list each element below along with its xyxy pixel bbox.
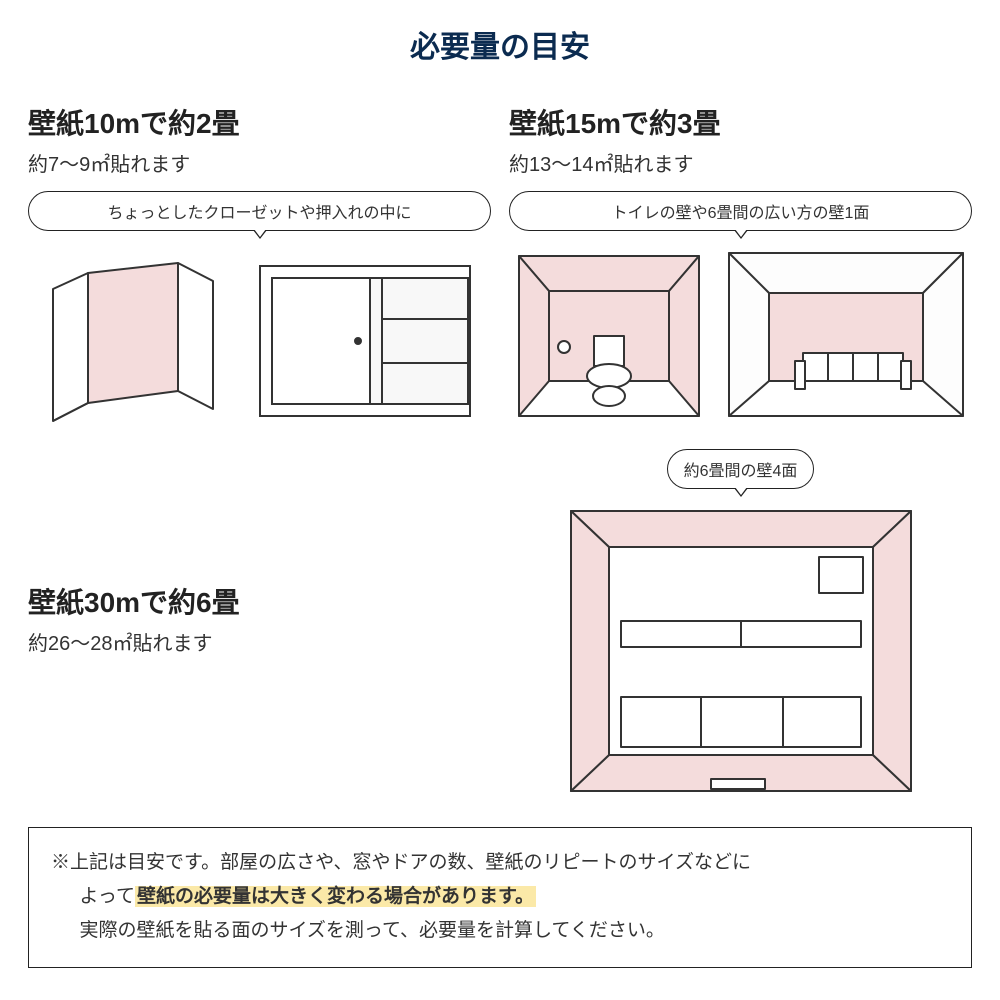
heading-10m: 壁紙10mで約2畳	[28, 102, 491, 142]
section-10m: 壁紙10mで約2畳 約7～9㎡貼れます ちょっとしたクローゼットや押入れの中に	[28, 102, 491, 431]
sliding-door-icon	[250, 241, 480, 431]
heading-30m: 壁紙30mで約6畳	[28, 581, 491, 621]
toilet-room-icon	[509, 241, 709, 431]
heading-15m: 壁紙15mで約3畳	[509, 102, 972, 142]
sub-30m: 約26～28㎡貼れます	[28, 627, 491, 656]
sub-10m: 約7～9㎡貼れます	[28, 148, 491, 177]
bubble-10m: ちょっとしたクローゼットや押入れの中に	[28, 191, 491, 231]
notice-line-3: 実際の壁紙を貼る面のサイズを測って、必要量を計算してください。	[51, 914, 949, 948]
notice-highlight: 壁紙の必要量は大きく変わる場合があります。	[135, 886, 536, 907]
wide-room-icon	[721, 241, 971, 431]
notice-line-2-prefix: よって	[80, 886, 135, 907]
sub-15m: 約13～14㎡貼れます	[509, 148, 972, 177]
room-plan-icon	[561, 501, 921, 801]
closet-icon	[28, 241, 238, 431]
section-30m-illus: 約6畳間の壁4面	[509, 449, 972, 801]
page-title: 必要量の目安	[28, 22, 972, 66]
bubble-30m: 約6畳間の壁4面	[667, 449, 815, 489]
bubble-15m: トイレの壁や6畳間の広い方の壁1面	[509, 191, 972, 231]
notice-box: ※上記は目安です。部屋の広さや、窓やドアの数、壁紙のリピートのサイズなどに よっ…	[28, 827, 972, 968]
section-15m: 壁紙15mで約3畳 約13～14㎡貼れます トイレの壁や6畳間の広い方の壁1面	[509, 102, 972, 431]
amount-guide-grid: 壁紙10mで約2畳 約7～9㎡貼れます ちょっとしたクローゼットや押入れの中に	[28, 102, 972, 801]
notice-line-2: よって壁紙の必要量は大きく変わる場合があります。	[51, 880, 949, 914]
section-30m: 壁紙30mで約6畳 約26～28㎡貼れます	[28, 449, 491, 801]
notice-line-1: ※上記は目安です。部屋の広さや、窓やドアの数、壁紙のリピートのサイズなどに	[51, 846, 949, 880]
